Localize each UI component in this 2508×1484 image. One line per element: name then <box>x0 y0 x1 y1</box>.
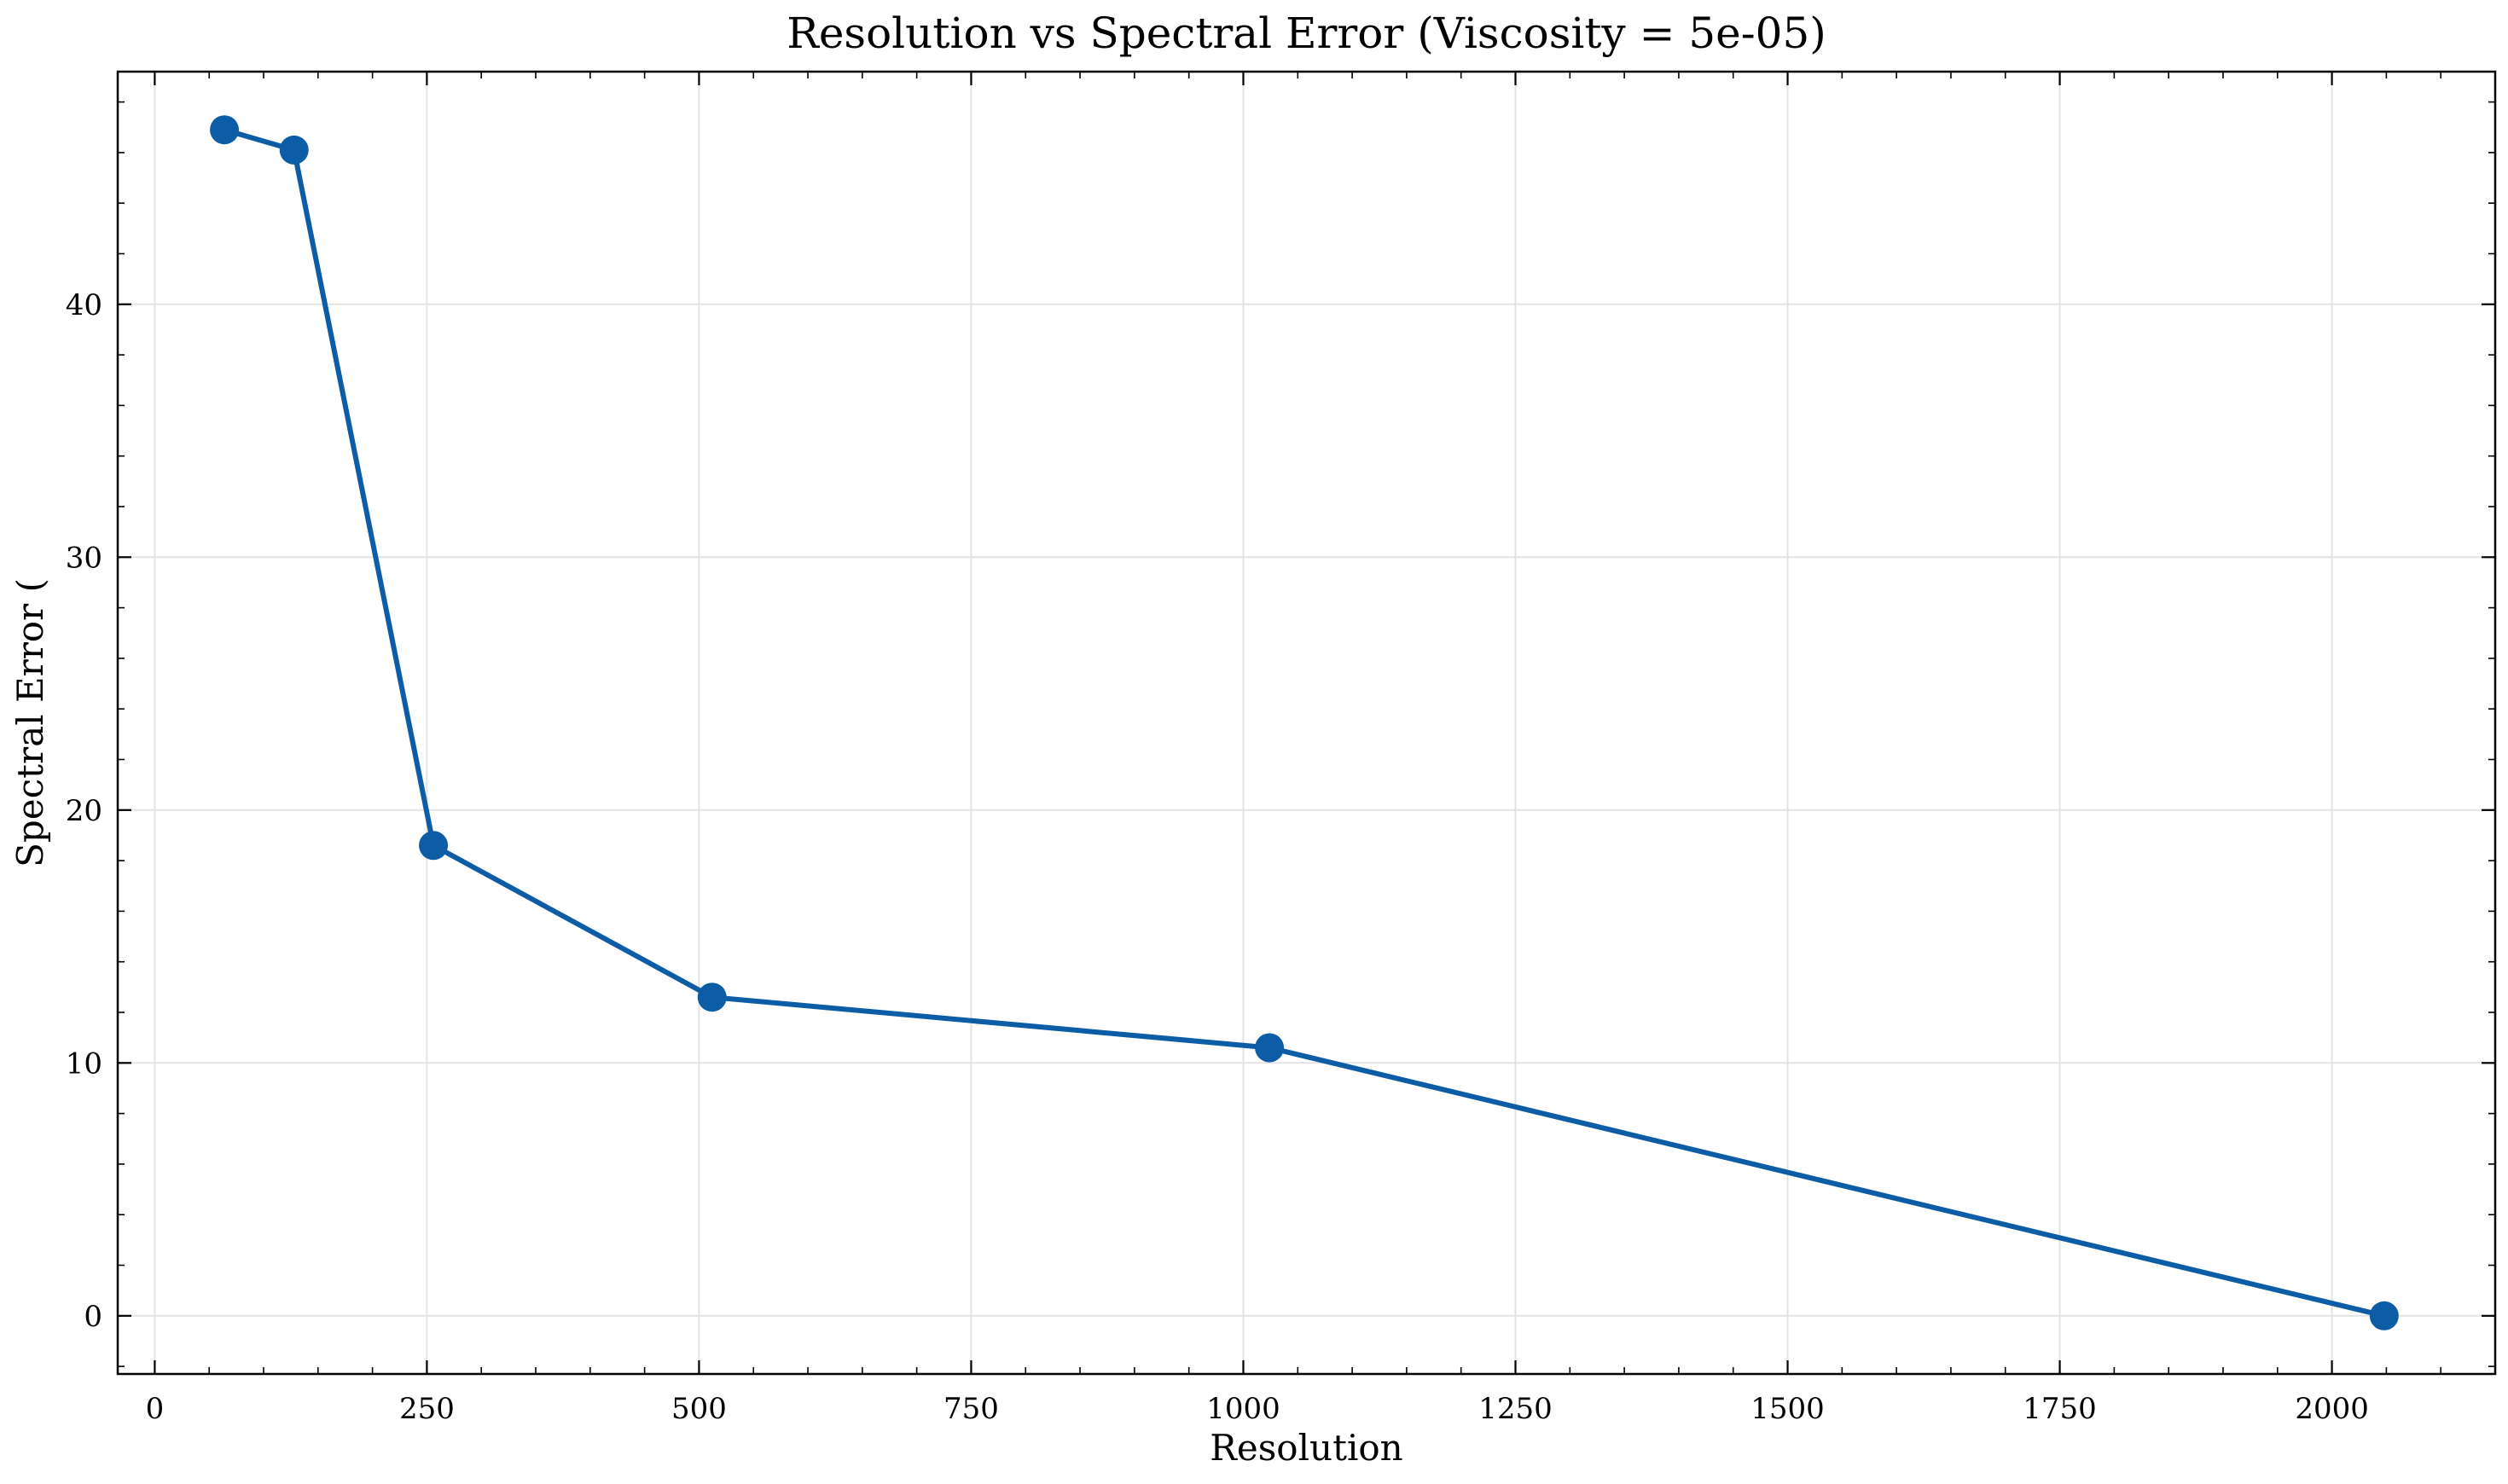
x-tick-label: 1250 <box>1478 1392 1553 1426</box>
x-axis-label: Resolution <box>1210 1427 1402 1469</box>
y-tick-label: 40 <box>66 288 102 322</box>
y-tick-label: 20 <box>66 794 102 828</box>
data-point <box>1255 1033 1285 1063</box>
tick-layer: 0 250 500 750 1000 1250 1500 1750 2000 0 10 20 30 40 <box>66 72 2496 1426</box>
y-tick-label: 0 <box>84 1300 102 1334</box>
data-point <box>419 831 449 861</box>
x-tick-label: 500 <box>671 1392 727 1426</box>
x-tick-label: 1000 <box>1206 1392 1280 1426</box>
y-tick-label: 30 <box>66 541 102 575</box>
data-point <box>2369 1301 2399 1330</box>
grid-layer <box>118 72 2495 1374</box>
x-tick-label: 250 <box>399 1392 455 1426</box>
data-point <box>279 135 309 165</box>
series-layer <box>210 115 2399 1330</box>
data-point <box>210 115 240 145</box>
chart-title: Resolution vs Spectral Error (Viscosity … <box>787 9 1826 58</box>
y-axis-label: Spectral Error ( <box>9 578 51 867</box>
y-tick-label: 10 <box>66 1046 102 1081</box>
x-tick-label: 2000 <box>2295 1392 2369 1426</box>
x-tick-label: 1500 <box>1750 1392 1825 1426</box>
data-point <box>697 983 727 1012</box>
x-tick-label: 1750 <box>2023 1392 2097 1426</box>
x-tick-label: 0 <box>146 1392 165 1426</box>
x-tick-label: 750 <box>943 1392 999 1426</box>
plot-frame <box>116 70 2497 1376</box>
